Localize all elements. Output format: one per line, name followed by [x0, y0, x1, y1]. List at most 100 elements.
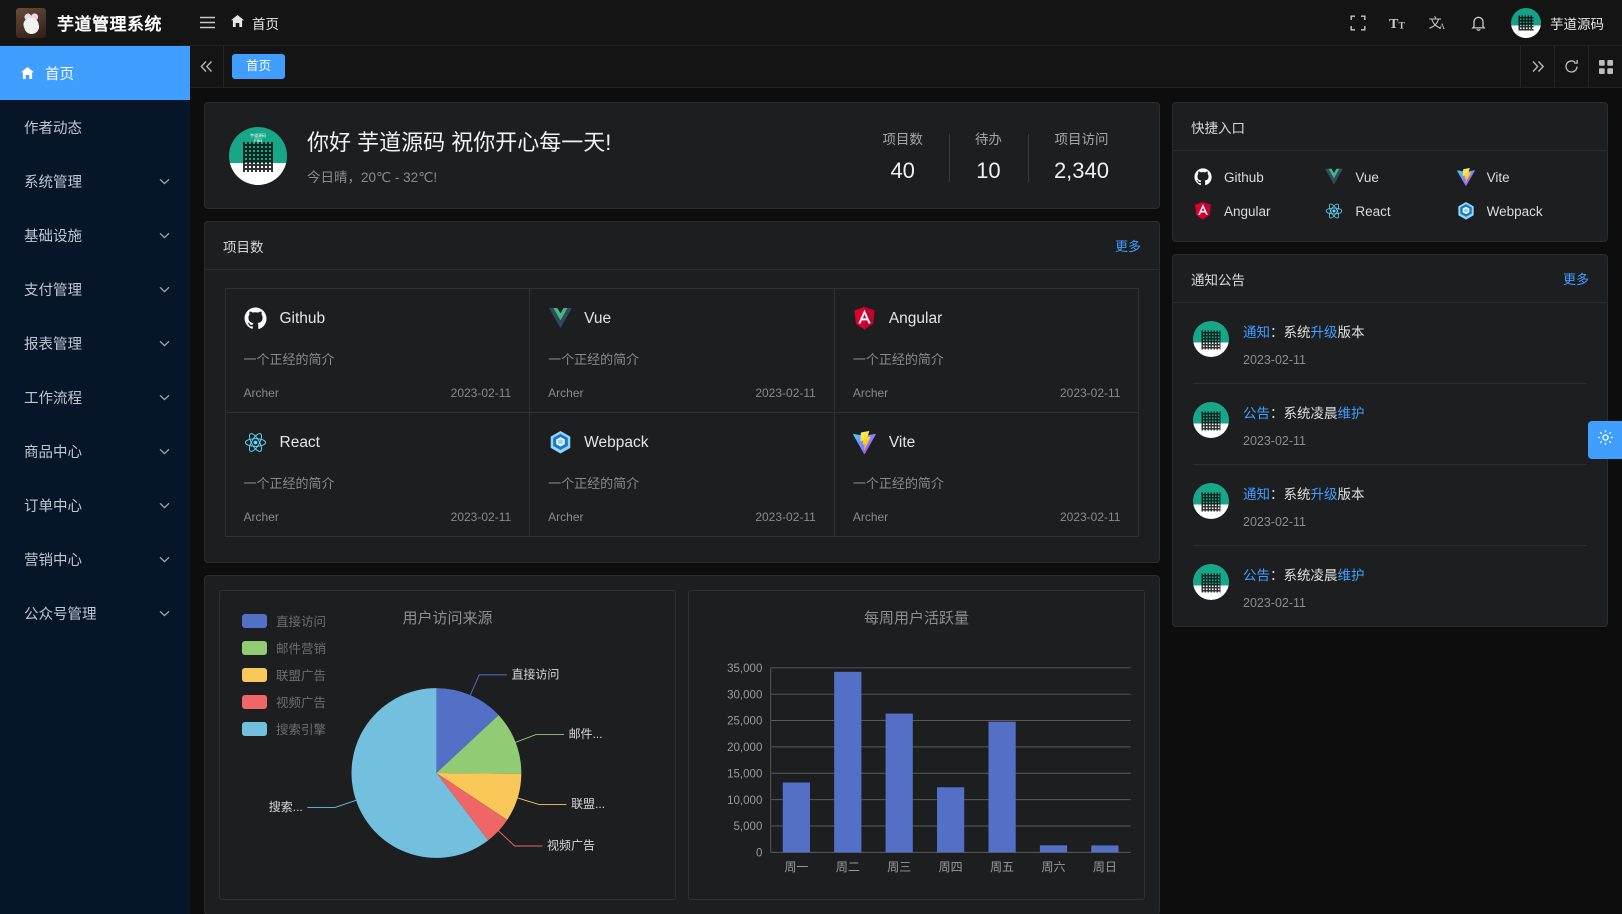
pie-legend-item[interactable]: 直接访问 — [242, 611, 326, 630]
quick-entry-grid: Github Vue Vite Angular React Webpack — [1173, 151, 1607, 241]
project-author: Archer — [852, 385, 889, 400]
notices-more-link[interactable]: 更多 — [1562, 272, 1589, 287]
vite-icon — [1456, 167, 1476, 187]
y-tick-label: 0 — [756, 848, 762, 860]
user-menu[interactable]: 芋道源码 — [1511, 7, 1608, 38]
home-icon — [230, 14, 245, 31]
notice-item[interactable]: 公告：系统凌晨维护 2023-02-11 — [1193, 384, 1587, 465]
notices-card: 通知公告 更多 通知：系统升级版本 2023-02-11 公告：系统凌晨维护 2… — [1172, 254, 1608, 627]
quick-entry-item[interactable]: Vue — [1324, 167, 1455, 187]
pie-legend-item[interactable]: 搜索引擎 — [242, 719, 326, 738]
quick-entry-item[interactable]: Github — [1193, 167, 1324, 187]
stat-label: 待办 — [974, 131, 1002, 147]
project-card[interactable]: Vue 一个正经的简介 Archer 2023-02-11 — [529, 287, 835, 413]
sidebar-item-3[interactable]: 基础设施 — [0, 208, 190, 262]
translate-icon[interactable]: 文 A — [1421, 6, 1455, 40]
sidebar-item-2[interactable]: 系统管理 — [0, 154, 190, 208]
github-icon — [244, 307, 268, 331]
content-column: 首页 — [190, 45, 1622, 914]
pie-label: 直接访问 — [511, 667, 559, 682]
pie-legend-item[interactable]: 联盟广告 — [242, 665, 326, 684]
project-card[interactable]: Webpack 一个正经的简介 Archer 2023-02-11 — [529, 411, 835, 537]
bar-chart[interactable]: 每周用户活跃量 0 5,000 10,000 15,000 20,000 25,000 30… — [688, 590, 1145, 900]
pie-legend-item[interactable]: 邮件营销 — [242, 638, 326, 657]
quick-entry-item[interactable]: Webpack — [1456, 201, 1587, 221]
chevron-down-icon — [159, 340, 170, 347]
bar-chart-title: 每周用户活跃量 — [863, 610, 969, 627]
grid-icon[interactable] — [1588, 45, 1622, 88]
sidebar-item-6[interactable]: 工作流程 — [0, 370, 190, 424]
project-desc: 一个正经的简介 — [548, 351, 640, 367]
double-chevron-left-icon[interactable] — [190, 45, 224, 88]
projects-grid: Github 一个正经的简介 Archer 2023-02-11 Vue 一个正… — [205, 270, 1159, 562]
tag-scroll: 首页 — [224, 54, 1520, 79]
welcome-avatar: 芋道源码 扫码 — [229, 126, 287, 185]
sidebar-item-4[interactable]: 支付管理 — [0, 262, 190, 316]
gear-icon — [1597, 429, 1614, 451]
stat-label: 项目访问 — [1054, 131, 1109, 147]
quick-entry-item[interactable]: Angular — [1193, 201, 1324, 221]
bar[interactable] — [936, 787, 965, 853]
project-card[interactable]: Vite 一个正经的简介 Archer 2023-02-11 — [833, 411, 1140, 537]
bar[interactable] — [834, 671, 862, 853]
stat-label: 项目数 — [882, 131, 923, 147]
pie-legend: 直接访问 邮件营销 联盟广告 视频广告 搜索引擎 — [242, 611, 326, 738]
project-desc: 一个正经的简介 — [852, 475, 944, 491]
pie-slice[interactable] — [351, 688, 489, 858]
font-size-icon[interactable]: T T — [1381, 6, 1415, 40]
project-card[interactable]: Github 一个正经的简介 Archer 2023-02-11 — [224, 287, 531, 413]
refresh-icon[interactable] — [1554, 45, 1588, 88]
sidebar-item-9[interactable]: 营销中心 — [0, 532, 190, 586]
legend-label: 联盟广告 — [276, 669, 327, 683]
pie-chart[interactable]: 用户访问来源 直接访问 邮件营销 联盟广告 视频广告 搜索引擎 直接访问 邮件..… — [219, 590, 676, 900]
sidebar-item-label: 公众号管理 — [24, 606, 97, 623]
breadcrumb[interactable]: 首页 — [230, 13, 279, 33]
projects-title: 项目数 — [223, 239, 264, 255]
sidebar-item-label: 支付管理 — [24, 282, 82, 299]
sidebar-item-1[interactable]: 作者动态 — [0, 100, 190, 154]
svg-text:T: T — [1389, 17, 1399, 32]
notice-item[interactable]: 通知：系统升级版本 2023-02-11 — [1193, 465, 1587, 546]
pie-slice[interactable] — [436, 688, 499, 773]
react-icon — [1324, 201, 1344, 221]
project-card[interactable]: React 一个正经的简介 Archer 2023-02-11 — [224, 411, 531, 537]
bar[interactable] — [782, 782, 810, 853]
pie-legend-item[interactable]: 视频广告 — [242, 692, 326, 711]
stat-2: 项目访问 2,340 — [1027, 128, 1135, 184]
pie-slice[interactable] — [436, 772, 508, 841]
bar[interactable] — [885, 713, 913, 853]
y-tick-label: 15,000 — [727, 768, 762, 780]
y-tick-label: 35,000 — [727, 663, 762, 675]
double-chevron-right-icon[interactable] — [1520, 45, 1554, 88]
project-desc: 一个正经的简介 — [548, 475, 640, 491]
sidebar-item-0[interactable]: 首页 — [0, 46, 190, 100]
projects-more-link[interactable]: 更多 — [1114, 239, 1141, 254]
quick-entry-item[interactable]: React — [1324, 201, 1455, 221]
bar[interactable] — [1091, 845, 1119, 853]
project-author: Archer — [852, 509, 889, 524]
notice-item[interactable]: 通知：系统升级版本 2023-02-11 — [1193, 303, 1587, 384]
bar[interactable] — [1039, 845, 1068, 853]
sidebar-item-8[interactable]: 订单中心 — [0, 478, 190, 532]
notice-title: 公告：系统凌晨维护 — [1243, 406, 1365, 421]
bar[interactable] — [988, 721, 1016, 853]
sidebar-item-10[interactable]: 公众号管理 — [0, 586, 190, 640]
pie-slice[interactable] — [436, 772, 522, 820]
project-name: Angular — [888, 309, 943, 327]
sidebar-item-5[interactable]: 报表管理 — [0, 316, 190, 370]
legend-label: 直接访问 — [276, 615, 327, 629]
brand-logo[interactable]: 芋道管理系统 — [16, 7, 190, 38]
project-date: 2023-02-11 — [755, 385, 816, 400]
quick-entry-item[interactable]: Vite — [1456, 167, 1587, 187]
sidebar-item-7[interactable]: 商品中心 — [0, 424, 190, 478]
notice-item[interactable]: 公告：系统凌晨维护 2023-02-11 — [1193, 546, 1587, 626]
settings-drawer-toggle[interactable] — [1588, 421, 1622, 459]
hamburger-icon[interactable] — [190, 6, 224, 40]
pie-leader-line — [307, 799, 357, 808]
tab-0[interactable]: 首页 — [232, 54, 286, 79]
main-content: 芋道源码 扫码 你好 芋道源码 祝你开心每一天! 今日晴，20℃ - 32℃! 项… — [190, 88, 1622, 914]
fullscreen-icon[interactable] — [1341, 6, 1375, 40]
project-card[interactable]: Angular 一个正经的简介 Archer 2023-02-11 — [833, 287, 1140, 413]
pie-slice[interactable] — [436, 715, 522, 774]
bell-icon[interactable] — [1461, 6, 1495, 40]
